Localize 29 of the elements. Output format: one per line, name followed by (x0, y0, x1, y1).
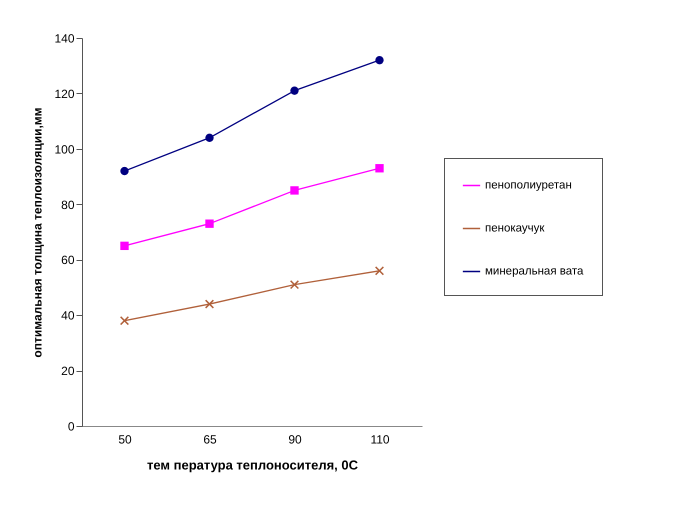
y-tick-label: 140 (54, 32, 75, 46)
legend-label: минеральная вата (485, 266, 584, 278)
y-tick-label: 80 (61, 198, 75, 212)
y-axis-title: оптимальная толщина теплоизоляции,мм (30, 107, 44, 358)
legend-label: пенополиуретан (485, 180, 572, 192)
x-tick-label: 110 (370, 432, 390, 446)
point (290, 86, 299, 95)
x-tick-label: 90 (288, 432, 302, 446)
y-tick-label: 0 (68, 420, 75, 434)
x-tick-label: 65 (203, 432, 217, 446)
point (375, 56, 384, 64)
point (290, 186, 299, 195)
point (120, 316, 130, 326)
x-tick-label: 50 (118, 432, 132, 446)
x-axis-title: тем пература теплоносителя, 0С (146, 458, 359, 472)
y-tick-label: 40 (61, 308, 75, 323)
y-tick-label: 100 (54, 142, 75, 156)
point (204, 299, 214, 309)
point (205, 220, 214, 228)
point (120, 242, 129, 250)
y-tick-label: 60 (61, 253, 75, 268)
point (375, 164, 384, 172)
y-tick-label: 120 (54, 86, 75, 101)
y-tick-label: 20 (61, 364, 75, 378)
point (205, 134, 214, 142)
point (120, 166, 129, 176)
legend-label: пенокаучук (485, 222, 546, 234)
point (290, 280, 300, 290)
point (374, 266, 384, 276)
